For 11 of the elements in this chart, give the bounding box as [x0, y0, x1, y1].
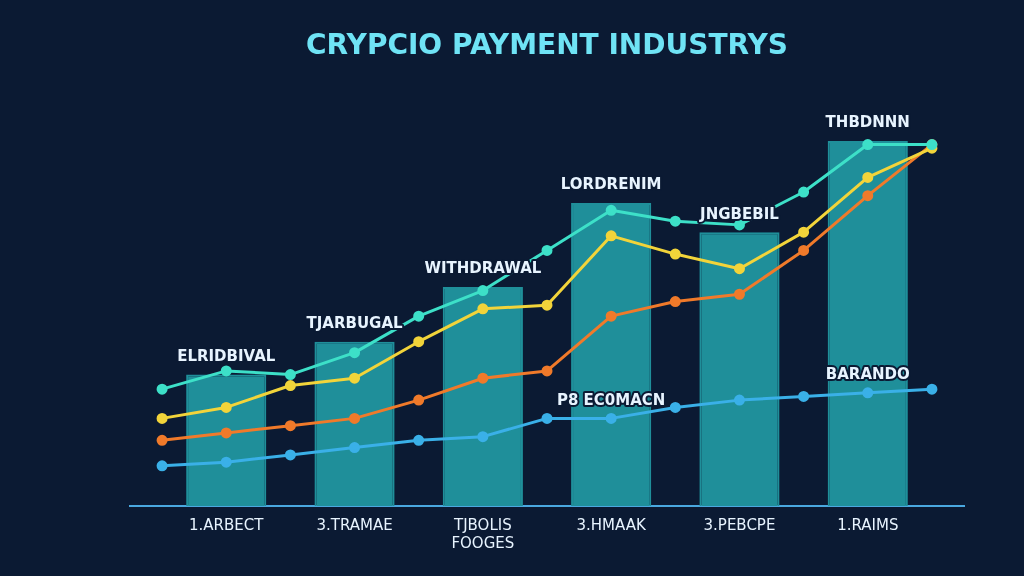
x-tick-label: TJBOLIS FOOGES: [451, 515, 515, 552]
annotation: LORDRENIM: [560, 175, 662, 194]
annotation: THBDNNN: [825, 113, 910, 132]
x-tick-label: 1.RAIMS: [837, 515, 899, 534]
chart-title: CRYPCIO PAYMENT INDUSTRYS: [306, 28, 788, 62]
x-tick-label: 1.ARBECT: [189, 515, 265, 534]
x-tick-label: 3.HMAAK: [576, 515, 647, 534]
x-tick-label: 3.TRAMAE: [316, 515, 393, 534]
annotation: TJARBUGAL: [306, 314, 404, 333]
x-tick-label: 3.PEBCPE: [703, 515, 776, 534]
annotation: ELRIDBIVAL: [177, 346, 276, 365]
